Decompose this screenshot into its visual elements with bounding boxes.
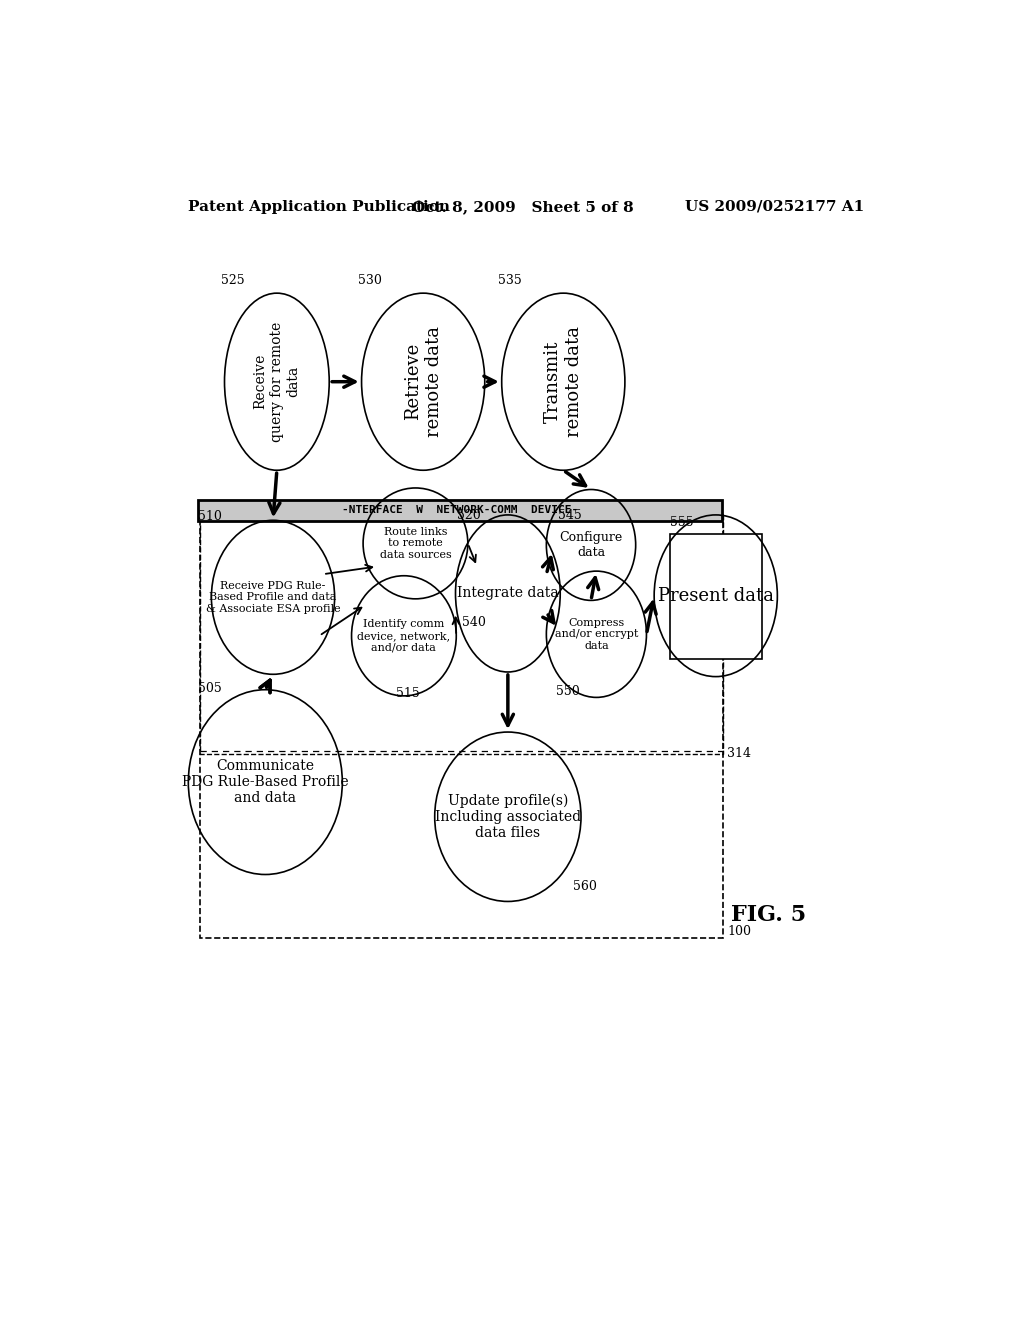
Text: 510: 510 bbox=[199, 511, 222, 523]
Text: 520: 520 bbox=[457, 508, 481, 521]
Text: Receive PDG Rule-
Based Profile and data
& Associate ESA profile: Receive PDG Rule- Based Profile and data… bbox=[206, 581, 340, 614]
Text: -NTERFACE  W  NETWORK-COMM  DEVICE-: -NTERFACE W NETWORK-COMM DEVICE- bbox=[342, 506, 579, 515]
Text: Retrieve
remote data: Retrieve remote data bbox=[403, 326, 442, 437]
Text: Integrate data: Integrate data bbox=[457, 586, 559, 601]
Text: 515: 515 bbox=[396, 688, 420, 701]
Text: 525: 525 bbox=[220, 275, 245, 286]
Text: Receive
query for remote
data: Receive query for remote data bbox=[254, 322, 300, 442]
Text: Route links
to remote
data sources: Route links to remote data sources bbox=[380, 527, 452, 560]
Text: FIG. 5: FIG. 5 bbox=[731, 904, 806, 925]
Text: 150: 150 bbox=[727, 544, 752, 557]
Text: Update profile(s)
Including associated
data files: Update profile(s) Including associated d… bbox=[435, 793, 581, 840]
Text: Present data: Present data bbox=[657, 587, 774, 605]
Text: 535: 535 bbox=[498, 275, 521, 286]
Text: Transmit
remote data: Transmit remote data bbox=[544, 326, 583, 437]
Text: Identify comm
device, network,
and/or data: Identify comm device, network, and/or da… bbox=[357, 619, 451, 652]
FancyBboxPatch shape bbox=[670, 535, 762, 659]
Text: 550: 550 bbox=[556, 685, 580, 698]
Text: Compress
and/or encrypt
data: Compress and/or encrypt data bbox=[555, 618, 638, 651]
Text: Oct. 8, 2009   Sheet 5 of 8: Oct. 8, 2009 Sheet 5 of 8 bbox=[412, 199, 634, 214]
Text: Configure
data: Configure data bbox=[559, 531, 623, 558]
Text: 505: 505 bbox=[199, 682, 222, 696]
Text: 545: 545 bbox=[558, 508, 582, 521]
Text: US 2009/0252177 A1: US 2009/0252177 A1 bbox=[685, 199, 864, 214]
Text: 530: 530 bbox=[357, 275, 382, 286]
FancyBboxPatch shape bbox=[199, 499, 722, 521]
Text: 314: 314 bbox=[727, 747, 752, 760]
Text: 555: 555 bbox=[670, 516, 693, 529]
Text: 560: 560 bbox=[573, 880, 597, 892]
Text: 540: 540 bbox=[462, 616, 485, 628]
Text: Patent Application Publication: Patent Application Publication bbox=[188, 199, 451, 214]
Text: Communicate
PDG Rule-Based Profile
and data: Communicate PDG Rule-Based Profile and d… bbox=[182, 759, 348, 805]
Text: 100: 100 bbox=[727, 924, 752, 937]
